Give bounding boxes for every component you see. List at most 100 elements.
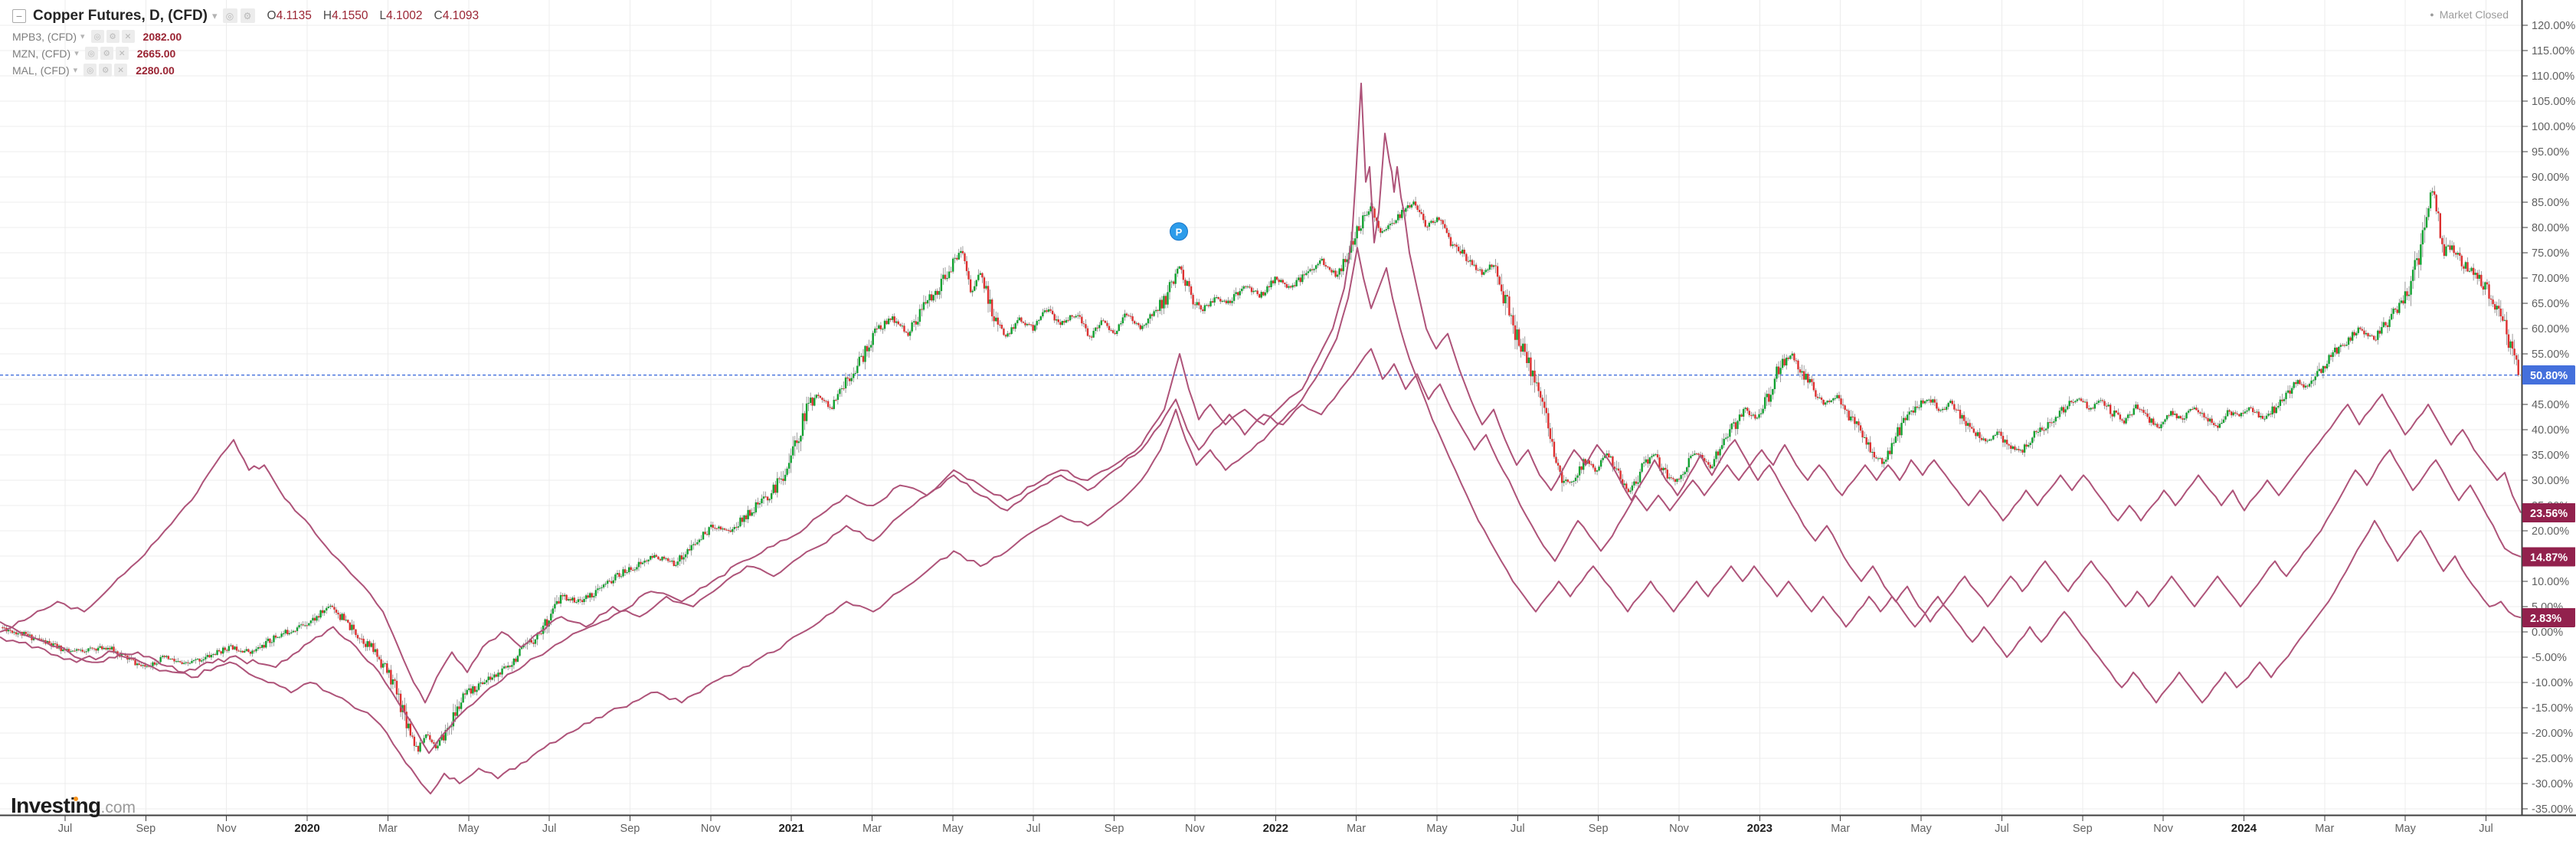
ohlc-item: O4.1135 xyxy=(267,8,312,22)
price-tick-label: 110.00% xyxy=(2532,70,2574,83)
compare-symbol-name[interactable]: MZN, (CFD) xyxy=(12,47,71,60)
time-tick-label: May xyxy=(2394,823,2416,835)
compare-series-rows: MPB3, (CFD) ▾ ◎ ⚙ ✕ 2082.00 MZN, (CFD) ▾ ◎ ⚙ ✕ 2665… xyxy=(12,28,490,78)
time-tick-label: 2024 xyxy=(2231,822,2257,835)
price-tick-label: 65.00% xyxy=(2532,298,2569,310)
time-tick-label: May xyxy=(1910,823,1932,835)
price-tick-label: -25.00% xyxy=(2532,753,2573,765)
investing-logo[interactable]: Investing.com xyxy=(11,794,136,818)
time-tick-label: 2023 xyxy=(1747,822,1772,835)
price-badge: 50.80% xyxy=(2522,365,2575,385)
symbol-title[interactable]: Copper Futures, D, (CFD) xyxy=(33,7,208,24)
time-tick-label: Mar xyxy=(1347,823,1366,835)
time-tick-label: Nov xyxy=(1669,823,1690,835)
price-tick-label: 90.00% xyxy=(2532,172,2569,184)
time-tick-label: Mar xyxy=(2315,823,2334,835)
compare-symbol-name[interactable]: MPB3, (CFD) xyxy=(12,30,77,43)
compare-symbol-value: 2280.00 xyxy=(136,64,175,77)
visibility-eye-icon[interactable]: ◎ xyxy=(90,30,104,43)
time-tick-label: May xyxy=(458,823,480,835)
remove-series-icon[interactable]: ✕ xyxy=(114,64,128,77)
price-axis[interactable]: 120.00% 115.00% 110.00% 105.00% 100.00% 95.00… xyxy=(0,0,2576,816)
chevron-down-icon[interactable]: ▾ xyxy=(212,9,218,21)
price-tick-label: -10.00% xyxy=(2532,677,2573,689)
price-tick-label: -30.00% xyxy=(2532,778,2573,790)
chevron-down-icon[interactable]: ▾ xyxy=(80,32,85,41)
price-tick-label: 60.00% xyxy=(2532,323,2569,335)
price-tick-label: 10.00% xyxy=(2532,576,2569,588)
price-tick-label: 0.00% xyxy=(2532,627,2563,639)
compare-symbol-value: 2665.00 xyxy=(136,47,176,60)
gridlines xyxy=(0,0,2521,814)
time-tick-label: Sep xyxy=(2073,823,2093,835)
settings-gear-icon[interactable]: ⚙ xyxy=(100,47,113,60)
svg-text:P: P xyxy=(1176,226,1183,237)
price-tick-label: 55.00% xyxy=(2532,349,2569,361)
time-tick-label: Jul xyxy=(1511,823,1525,835)
remove-series-icon[interactable]: ✕ xyxy=(115,47,129,60)
svg-text:50.80%: 50.80% xyxy=(2530,370,2568,382)
logo-orange-dot xyxy=(74,797,78,801)
logo-brand-text: Investing xyxy=(11,794,101,817)
visibility-eye-icon[interactable]: ◎ xyxy=(222,8,237,23)
main-symbol-row: − Copper Futures, D, (CFD) ▾ ◎ ⚙ O4.1135… xyxy=(12,5,490,26)
visibility-eye-icon[interactable]: ◎ xyxy=(84,47,98,60)
time-tick-label: Jul xyxy=(1995,823,2009,835)
settings-gear-icon[interactable]: ⚙ xyxy=(106,30,119,43)
price-tick-label: -35.00% xyxy=(2532,803,2573,816)
price-tick-label: 75.00% xyxy=(2532,247,2569,260)
settings-gear-icon[interactable]: ⚙ xyxy=(99,64,113,77)
time-axis[interactable]: Jul Sep Nov 2020 Mar May Jul Sep Nov 2021 Mar May Ju… xyxy=(58,816,2493,835)
svg-text:23.56%: 23.56% xyxy=(2530,508,2568,520)
price-tick-label: 30.00% xyxy=(2532,475,2569,487)
compare-line-series xyxy=(0,82,2522,795)
chart-legend: − Copper Futures, D, (CFD) ▾ ◎ ⚙ O4.1135… xyxy=(12,5,490,79)
svg-text:2.83%: 2.83% xyxy=(2530,613,2561,625)
time-tick-label: May xyxy=(942,823,964,835)
market-status: ● Market Closed xyxy=(2430,8,2509,21)
price-tick-label: -20.00% xyxy=(2532,728,2573,740)
ohlc-item: H4.1550 xyxy=(322,8,368,22)
price-badge: 14.87% xyxy=(2522,547,2575,567)
compare-line[interactable] xyxy=(0,82,2522,754)
chevron-down-icon[interactable]: ▾ xyxy=(74,49,79,58)
time-tick-label: Mar xyxy=(1831,823,1850,835)
price-tick-label: 85.00% xyxy=(2532,197,2569,209)
time-tick-label: Nov xyxy=(1185,823,1206,835)
compare-symbol-value: 2082.00 xyxy=(142,30,182,43)
event-marker-p[interactable]: P xyxy=(1170,222,1188,241)
visibility-eye-icon[interactable]: ◎ xyxy=(83,64,97,77)
candlestick-series xyxy=(2,185,2519,754)
price-tick-label: 40.00% xyxy=(2532,424,2569,437)
settings-gear-icon[interactable]: ⚙ xyxy=(240,8,255,23)
price-tick-label: 70.00% xyxy=(2532,273,2569,285)
compare-row: MPB3, (CFD) ▾ ◎ ⚙ ✕ 2082.00 xyxy=(12,28,490,44)
time-tick-label: Sep xyxy=(1589,823,1609,835)
compare-row: MZN, (CFD) ▾ ◎ ⚙ ✕ 2665.00 xyxy=(12,45,490,61)
compare-row: MAL, (CFD) ▾ ◎ ⚙ ✕ 2280.00 xyxy=(12,62,490,78)
status-dot-icon: ● xyxy=(2430,11,2434,18)
price-tick-label: 115.00% xyxy=(2532,45,2574,57)
chevron-down-icon[interactable]: ▾ xyxy=(73,66,78,75)
ohlc-values: O4.1135 H4.1550 L4.1002 C4.1093 xyxy=(267,9,491,23)
time-tick-label: Jul xyxy=(1026,823,1041,835)
compare-symbol-name[interactable]: MAL, (CFD) xyxy=(12,64,70,77)
price-tick-label: 20.00% xyxy=(2532,525,2569,538)
compare-line[interactable] xyxy=(0,348,2522,704)
time-tick-label: Mar xyxy=(862,823,882,835)
remove-series-icon[interactable]: ✕ xyxy=(121,30,135,43)
time-tick-label: Jul xyxy=(58,823,73,835)
price-tick-label: 45.00% xyxy=(2532,399,2569,411)
compare-line[interactable] xyxy=(0,247,2522,795)
time-tick-label: 2022 xyxy=(1263,822,1288,835)
time-tick-label: Jul xyxy=(2479,823,2493,835)
collapse-legend-icon[interactable]: − xyxy=(12,8,26,23)
time-tick-label: Sep xyxy=(620,823,640,835)
ohlc-item: C4.1093 xyxy=(434,8,480,22)
time-tick-label: 2020 xyxy=(294,822,319,835)
price-badge: 23.56% xyxy=(2522,503,2575,523)
price-tick-label: 105.00% xyxy=(2532,96,2575,108)
time-tick-label: Nov xyxy=(701,823,722,835)
time-tick-label: Mar xyxy=(378,823,398,835)
